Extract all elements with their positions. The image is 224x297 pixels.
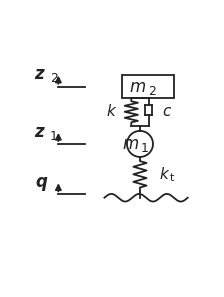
Text: 1: 1 [50, 129, 58, 143]
Text: 1: 1 [141, 142, 149, 155]
Text: c: c [163, 104, 171, 119]
Text: m: m [122, 135, 138, 153]
Bar [122, 75, 174, 98]
Text: 2: 2 [148, 85, 156, 98]
Text: m: m [129, 78, 145, 96]
Circle shape [127, 131, 153, 157]
Text: z: z [34, 65, 44, 83]
Text: t: t [170, 173, 174, 183]
Text: k: k [107, 104, 116, 119]
Text: k: k [159, 167, 168, 182]
Text: 2: 2 [50, 72, 58, 85]
Text: z: z [34, 123, 44, 141]
Text: q: q [35, 173, 47, 191]
